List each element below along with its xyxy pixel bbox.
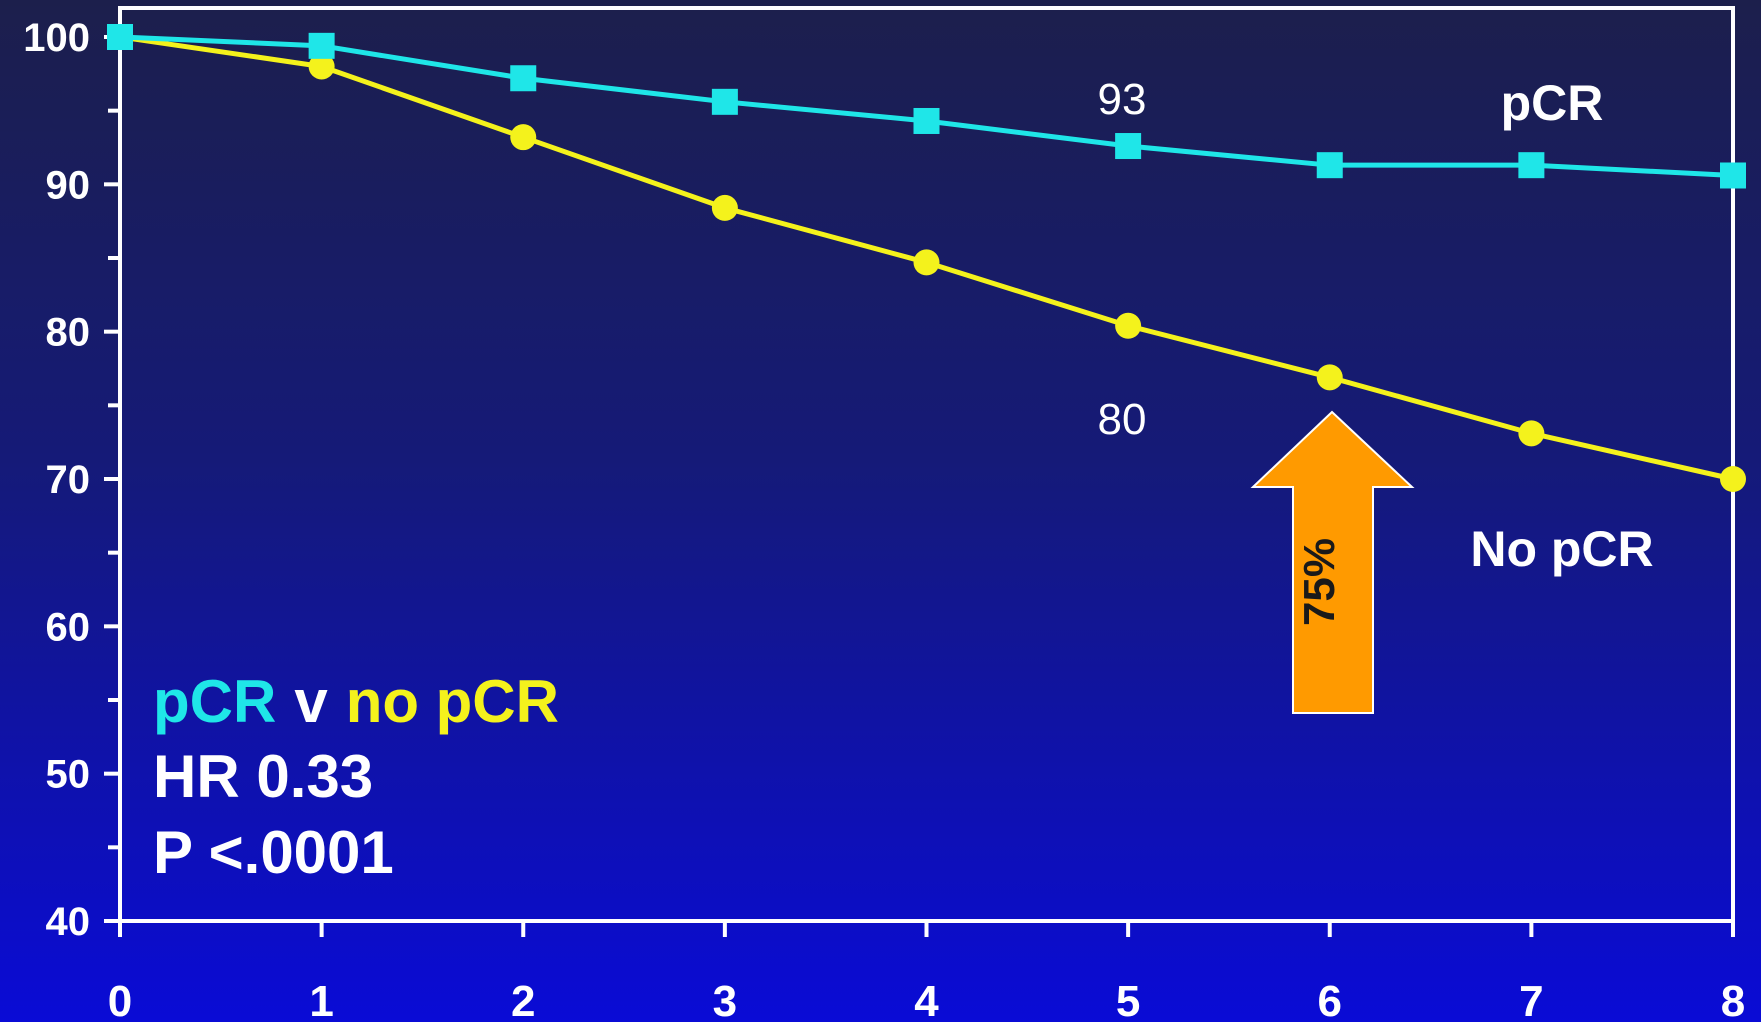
- improvement-arrow: 75%: [1250, 410, 1415, 714]
- comparison-pcr: pCR: [153, 668, 276, 735]
- x-tick-label: 3: [713, 977, 737, 1022]
- data-point-pcr: [711, 88, 738, 115]
- data-point-pcr: [1115, 133, 1142, 160]
- data-point-pcr: [913, 107, 940, 134]
- x-tick-label: 7: [1519, 977, 1543, 1022]
- data-point-pcr: [1720, 162, 1746, 189]
- data-point-pcr: [510, 65, 537, 92]
- y-tick-label: 40: [46, 900, 91, 944]
- x-tick-label: 6: [1318, 977, 1342, 1022]
- y-tick-label: 50: [46, 753, 91, 797]
- data-point-nopcr: [1115, 312, 1142, 339]
- data-point-nopcr: [308, 53, 335, 80]
- x-tick-label: 4: [914, 977, 939, 1022]
- series-label-nopcr: No pCR: [1470, 521, 1653, 577]
- x-tick-label: 2: [511, 977, 535, 1022]
- x-tick-label: 1: [309, 977, 333, 1022]
- series-line-pcr: [119, 34, 1734, 178]
- series-label-pcr: pCR: [1501, 75, 1604, 131]
- data-point-pcr: [1518, 152, 1545, 179]
- series-markers: [107, 24, 1746, 492]
- y-tick-label: 80: [46, 311, 91, 355]
- arrow-shape: [1250, 410, 1415, 714]
- x-axis: 0 1 2 3 4 5 6 7 8: [108, 921, 1745, 1022]
- hazard-ratio: HR 0.33: [153, 743, 373, 810]
- y-tick-label: 60: [46, 605, 91, 649]
- x-tick-label: 0: [108, 977, 132, 1022]
- y-tick-label: 100: [23, 16, 90, 60]
- data-point-pcr: [1316, 152, 1343, 179]
- data-point-pcr: [308, 32, 335, 59]
- data-point-nopcr: [1518, 420, 1545, 447]
- comparison-label: pCR v no pCR: [153, 668, 559, 735]
- data-point-nopcr: [1720, 466, 1746, 492]
- y-axis: 40 50 60 70 80 90 100: [23, 16, 120, 944]
- comparison-nopcr: no pCR: [346, 668, 559, 735]
- nopcr-value-label: 80: [1098, 395, 1147, 444]
- data-point-nopcr: [510, 124, 537, 151]
- comparison-v: v: [294, 668, 328, 735]
- data-point-nopcr: [913, 249, 940, 276]
- data-point-nopcr: [1316, 364, 1343, 391]
- data-point-nopcr: [711, 194, 738, 221]
- x-tick-label: 5: [1116, 977, 1140, 1022]
- data-point-pcr: [107, 24, 133, 50]
- pcr-value-label: 93: [1098, 75, 1147, 124]
- x-tick-label: 8: [1721, 977, 1745, 1022]
- y-tick-label: 70: [46, 458, 91, 502]
- p-value: P <.0001: [153, 819, 394, 886]
- y-tick-label: 90: [46, 163, 91, 207]
- arrow-percent-label: 75%: [1295, 538, 1344, 626]
